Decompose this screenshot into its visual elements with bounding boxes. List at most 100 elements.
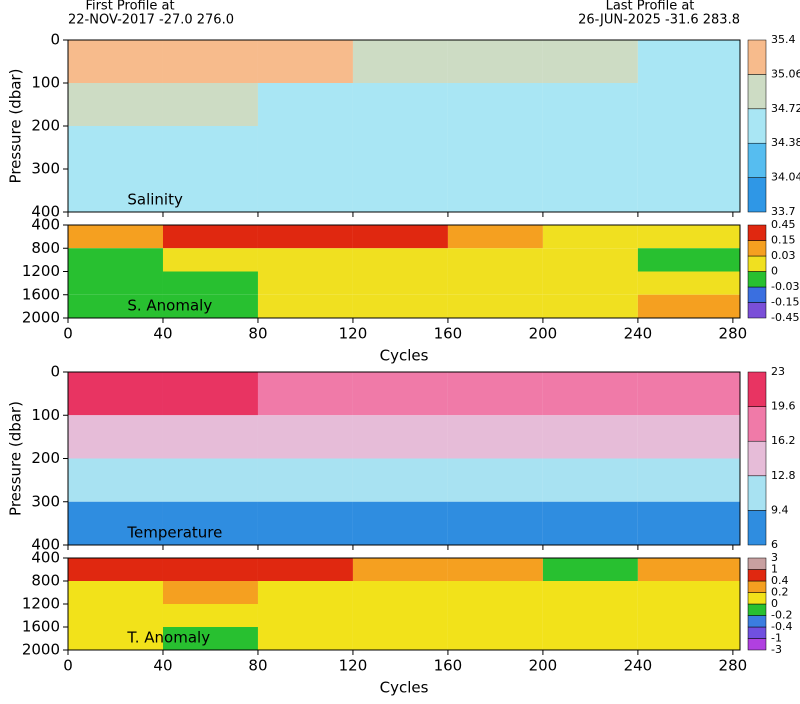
colorbar-label: -0.15 (771, 296, 799, 309)
cell (257, 248, 353, 272)
panel-label: S. Anomaly (127, 297, 212, 315)
colorbar-label: 1 (771, 563, 778, 576)
colorbar-label: 16.2 (771, 434, 796, 447)
colorbar-label: 0.45 (771, 218, 796, 231)
cell (352, 581, 448, 604)
cell (68, 372, 163, 416)
first-text: 22-NOV-2017 -27.0 276.0 (68, 13, 234, 28)
cell (542, 627, 638, 650)
cell (68, 271, 163, 295)
x-tick-label: 160 (434, 325, 463, 343)
cell (352, 627, 448, 650)
y-tick-label: 200 (31, 449, 60, 467)
colorbar-band (747, 638, 767, 651)
cell (447, 294, 543, 318)
cell (447, 83, 543, 126)
y-axis-label: Pressure (dbar) (7, 69, 25, 184)
cell (352, 372, 448, 416)
y-tick-label: 1200 (22, 595, 60, 613)
colorbar-label: 0 (771, 597, 778, 610)
cell (637, 372, 740, 416)
cell (162, 40, 258, 83)
cell (447, 225, 543, 249)
cell (162, 558, 258, 581)
cell (257, 558, 353, 581)
cell (162, 581, 258, 604)
x-tick-label: 160 (434, 657, 463, 675)
cell (68, 169, 163, 212)
cell (352, 271, 448, 295)
cell (637, 83, 740, 126)
y-tick-label: 300 (31, 160, 60, 178)
cell (257, 604, 353, 627)
x-tick-label: 120 (339, 325, 368, 343)
colorbar-label: 34.04 (771, 171, 800, 184)
cell (352, 83, 448, 126)
cell (542, 604, 638, 627)
colorbar-band (747, 302, 767, 319)
cell (68, 458, 163, 502)
colorbar-label: -3 (771, 643, 782, 656)
x-tick-label: 240 (624, 657, 653, 675)
cell (637, 225, 740, 249)
cell (447, 558, 543, 581)
cell (542, 558, 638, 581)
cell (68, 248, 163, 272)
colorbar-label: 0.2 (771, 586, 789, 599)
cell (162, 294, 258, 318)
cell (68, 627, 163, 650)
x-axis-label: Cycles (380, 347, 429, 365)
x-axis-label: Cycles (380, 679, 429, 697)
cell (447, 169, 543, 212)
cell (637, 627, 740, 650)
colorbar-label: 34.38 (771, 136, 800, 149)
colorbar-label: 0.15 (771, 234, 796, 247)
colorbar-label: 35.4 (771, 33, 796, 46)
cell (162, 248, 258, 272)
colorbar-label: 3 (771, 551, 778, 564)
y-tick-label: 800 (31, 572, 60, 590)
cell (68, 581, 163, 604)
cell (68, 415, 163, 459)
cell (352, 294, 448, 318)
colorbar-band (747, 475, 767, 511)
y-tick-label: 800 (31, 239, 60, 257)
colorbar-band (747, 406, 767, 442)
cell (447, 271, 543, 295)
colorbar-band (747, 580, 767, 593)
colorbar-label: 34.72 (771, 102, 800, 115)
y-tick-label: 400 (31, 216, 60, 234)
cell (542, 126, 638, 169)
cell (447, 458, 543, 502)
cell (542, 501, 638, 545)
colorbar-label: 33.7 (771, 205, 796, 218)
y-tick-label: 400 (31, 203, 60, 221)
cell (352, 558, 448, 581)
x-tick-label: 40 (153, 325, 172, 343)
cell (352, 248, 448, 272)
cell (352, 458, 448, 502)
cell (542, 372, 638, 416)
x-tick-label: 0 (63, 325, 73, 343)
cell (257, 294, 353, 318)
y-tick-label: 1600 (22, 285, 60, 303)
cell (637, 501, 740, 545)
y-tick-label: 300 (31, 492, 60, 510)
cell (637, 126, 740, 169)
cell (542, 169, 638, 212)
y-tick-label: 400 (31, 549, 60, 567)
colorbar-label: -0.2 (771, 609, 792, 622)
x-tick-label: 80 (248, 657, 267, 675)
cell (162, 225, 258, 249)
cell (447, 126, 543, 169)
cell (447, 501, 543, 545)
y-tick-label: 2000 (22, 641, 60, 659)
x-tick-label: 200 (529, 657, 558, 675)
last-title: Last Profile at (606, 0, 695, 14)
y-tick-label: 1600 (22, 618, 60, 636)
cell (352, 40, 448, 83)
cell (637, 271, 740, 295)
cell (447, 604, 543, 627)
cell (637, 248, 740, 272)
y-tick-label: 2000 (22, 309, 60, 327)
